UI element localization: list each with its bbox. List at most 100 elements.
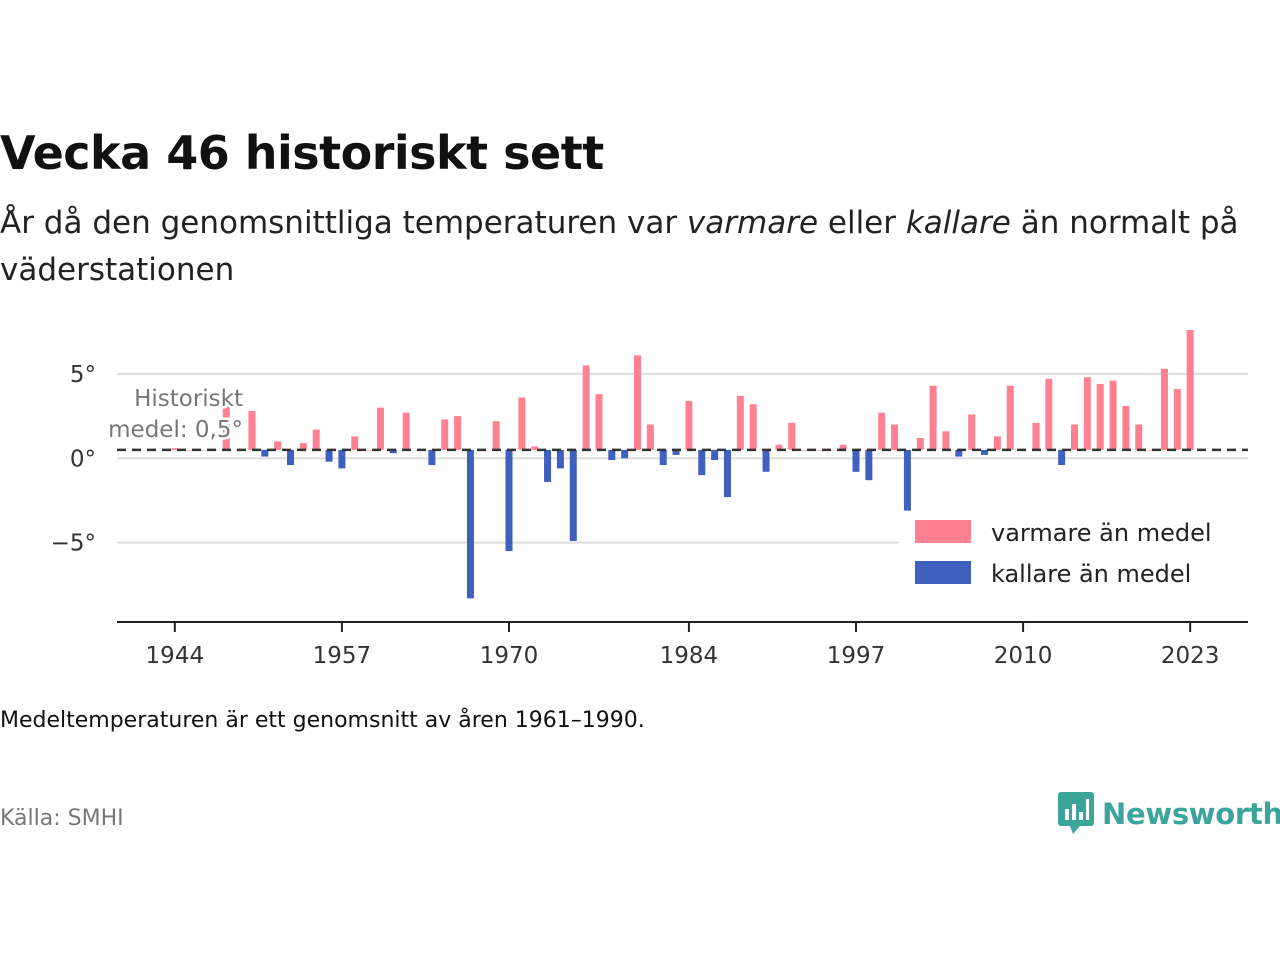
- bar-1965: [441, 419, 449, 450]
- bar-1957: [338, 449, 346, 469]
- bar-1990: [762, 449, 770, 472]
- bar-2004: [942, 431, 950, 450]
- bar-1952: [274, 441, 282, 450]
- bar-2013: [1058, 449, 1066, 466]
- bar-2017: [1109, 380, 1117, 450]
- bar-1964: [428, 449, 436, 466]
- bar-2002: [916, 438, 924, 450]
- bar-1996: [839, 444, 847, 450]
- bar-1966: [454, 416, 462, 450]
- bar-1981: [646, 424, 654, 450]
- bar-1999: [878, 412, 886, 450]
- x-tick-label: 1970: [480, 643, 539, 669]
- mean-label-line-2: medel: 0,5°: [108, 417, 243, 443]
- subtitle-part-2: eller: [818, 205, 906, 241]
- bar-1993: [801, 449, 809, 451]
- axes: 5° 0° −5° 1944 1957 1970 1984 1997 2010 2023: [51, 362, 1248, 669]
- bar-1974: [556, 449, 564, 469]
- bar-1979: [621, 449, 629, 459]
- bar-1953: [287, 449, 295, 466]
- mean-label-line-1: Historiskt: [134, 386, 243, 412]
- x-tick-label: 2023: [1161, 643, 1220, 669]
- footnote: Medeltemperaturen är ett genomsnitt av å…: [0, 708, 645, 733]
- subtitle-warm-word: varmare: [686, 205, 819, 241]
- bar-1951: [261, 449, 269, 457]
- bar-2016: [1096, 384, 1104, 450]
- bar-1955: [312, 429, 320, 450]
- bar-1954: [299, 443, 307, 450]
- mean-label-halo: Historiskt: [134, 386, 243, 412]
- bar-2020: [1148, 449, 1156, 451]
- bar-2021: [1160, 368, 1168, 450]
- bar-2006: [968, 414, 976, 450]
- bar-1956: [325, 449, 333, 462]
- bar-2003: [929, 385, 937, 450]
- bar-1980: [634, 355, 642, 450]
- mean-label-halo: medel: 0,5°: [108, 417, 243, 443]
- bar-1976: [582, 365, 590, 450]
- bar-1945: [184, 449, 192, 451]
- bar-2015: [1083, 377, 1091, 450]
- bar-1977: [595, 394, 603, 450]
- bar-1944: [171, 448, 179, 450]
- x-tick-label: 1984: [660, 643, 719, 669]
- bar-2000: [891, 424, 899, 450]
- bar-2012: [1045, 378, 1053, 450]
- bar-1960: [376, 407, 384, 450]
- bar-2005: [955, 449, 963, 457]
- bar-1969: [492, 421, 500, 450]
- subtitle-cold-word: kallare: [905, 205, 1011, 241]
- legend-swatch-warm: [915, 520, 971, 543]
- bar-1992: [788, 422, 796, 450]
- bar-1948: [222, 402, 230, 450]
- bar-1961: [389, 449, 397, 454]
- x-tick-label: 2010: [994, 643, 1053, 669]
- legend-swatch-cold: [915, 561, 971, 584]
- bar-1967: [466, 449, 474, 599]
- bar-2019: [1135, 424, 1143, 450]
- newsworthy-logo-icon: [1058, 790, 1094, 838]
- bar-1984: [685, 400, 693, 450]
- legend-label-cold: kallare än medel: [991, 560, 1191, 588]
- chart-title: Vecka 46 historiskt sett: [0, 126, 604, 180]
- bar-1989: [749, 404, 757, 450]
- bar-1959: [364, 449, 372, 451]
- bar-1997: [852, 449, 860, 472]
- bar-1958: [351, 436, 359, 450]
- bar-1988: [736, 395, 744, 450]
- y-tick-label: 0°: [70, 446, 96, 472]
- source-label: Källa: SMHI: [0, 806, 124, 831]
- bar-2018: [1122, 405, 1130, 450]
- bar-1991: [775, 444, 783, 450]
- bar-1975: [569, 449, 577, 541]
- bar-1973: [544, 449, 552, 482]
- newsworthy-logo: Newsworthy: [1058, 790, 1280, 838]
- bar-1971: [518, 397, 526, 450]
- chart-subtitle: År då den genomsnittliga temperaturen va…: [0, 200, 1240, 294]
- subtitle-part-1: År då den genomsnittliga temperaturen va…: [0, 205, 687, 241]
- bar-1985: [698, 449, 706, 476]
- bar-1978: [608, 449, 616, 460]
- bar-2023: [1186, 330, 1194, 450]
- bar-1982: [659, 449, 667, 466]
- bar-1962: [402, 412, 410, 450]
- legend: varmare än medel kallare än medel: [899, 516, 1249, 608]
- bar-1998: [865, 449, 873, 481]
- bar-2007: [981, 449, 989, 455]
- x-tick-label: 1944: [146, 643, 205, 669]
- newsworthy-logo-text: Newsworthy: [1102, 797, 1280, 831]
- bar-1987: [723, 449, 731, 498]
- bar-2008: [993, 436, 1001, 450]
- bar-1986: [711, 449, 719, 460]
- subtitle-part-3: än normalt på väderstationen: [0, 205, 1239, 288]
- bar-2001: [903, 449, 911, 511]
- bar-2009: [1006, 385, 1014, 450]
- bar-2011: [1032, 422, 1040, 450]
- bar-1950: [248, 411, 256, 450]
- x-tick-label: 1957: [313, 643, 372, 669]
- bar-1994: [813, 449, 821, 451]
- y-tick-label: 5°: [70, 362, 96, 388]
- bar-2022: [1173, 389, 1181, 450]
